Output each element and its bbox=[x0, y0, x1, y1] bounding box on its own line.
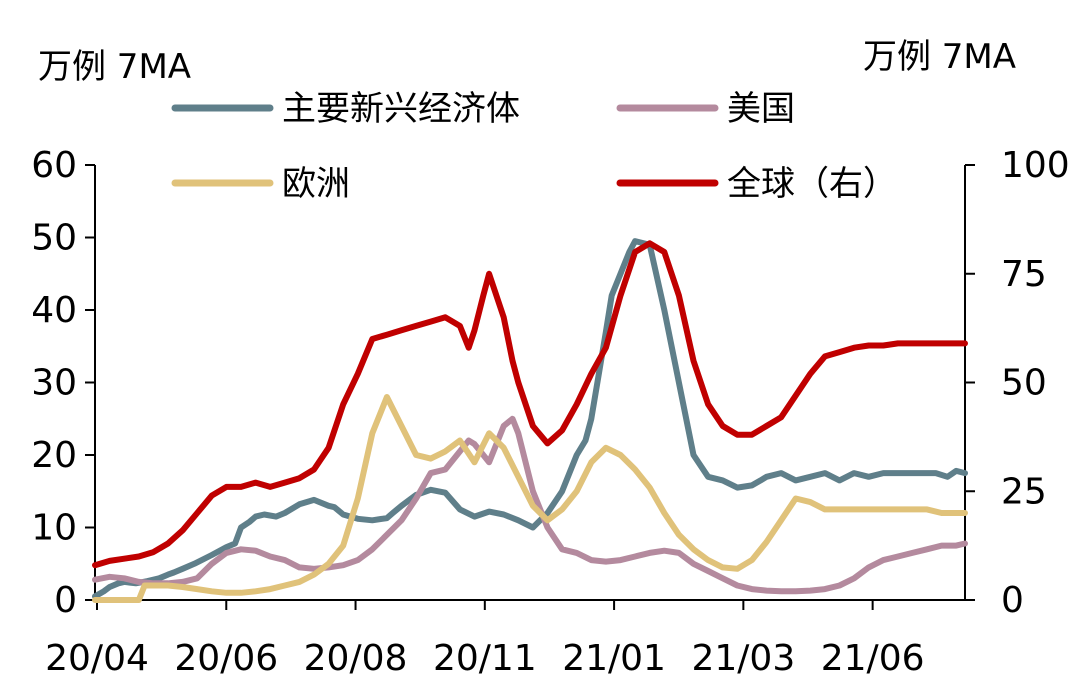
x-tick-label: 21/06 bbox=[821, 638, 925, 679]
x-axis-ticks: 20/04 20/06 20/08 20/11 21/01 21/03 21/06 bbox=[45, 600, 925, 679]
right-tick-label: 0 bbox=[1001, 580, 1024, 621]
x-tick-label: 20/08 bbox=[304, 638, 408, 679]
legend-item-1: 美国 bbox=[616, 89, 795, 129]
left-axis-unit: 万例 7MA bbox=[38, 47, 191, 87]
left-tick-label: 40 bbox=[31, 290, 77, 331]
legend-item-2: 欧洲 bbox=[171, 164, 350, 204]
right-tick-label: 25 bbox=[1001, 471, 1047, 512]
right-axis-ticks: 0 25 50 75 100 bbox=[965, 145, 1070, 621]
right-axis-unit: 万例 7MA bbox=[863, 37, 1016, 77]
legend-label: 主要新兴经济体 bbox=[282, 89, 520, 129]
series-line-0 bbox=[92, 238, 968, 600]
left-tick-label: 50 bbox=[31, 218, 77, 259]
x-tick-label: 20/11 bbox=[433, 638, 537, 679]
right-tick-label: 100 bbox=[1001, 145, 1070, 186]
left-tick-label: 0 bbox=[54, 580, 77, 621]
x-tick-label: 21/01 bbox=[562, 638, 666, 679]
right-tick-label: 75 bbox=[1001, 254, 1047, 295]
legend-label: 欧洲 bbox=[282, 164, 350, 204]
right-tick-label: 50 bbox=[1001, 363, 1047, 404]
legend-label: 美国 bbox=[727, 89, 795, 129]
left-tick-label: 20 bbox=[31, 435, 77, 476]
series-line-1 bbox=[92, 415, 968, 595]
left-tick-label: 10 bbox=[31, 508, 77, 549]
legend-label: 全球（右） bbox=[727, 164, 897, 204]
series-line-2 bbox=[92, 394, 968, 603]
x-tick-label: 21/03 bbox=[691, 638, 795, 679]
x-tick-label: 20/06 bbox=[174, 638, 278, 679]
series-line-3 bbox=[92, 240, 968, 569]
legend-item-0: 主要新兴经济体 bbox=[171, 89, 520, 129]
left-tick-label: 60 bbox=[31, 145, 77, 186]
left-axis-ticks: 0 10 20 30 40 50 60 bbox=[31, 145, 95, 621]
series-layer bbox=[92, 238, 968, 603]
legend-item-3: 全球（右） bbox=[616, 164, 897, 204]
x-tick-label: 20/04 bbox=[45, 638, 149, 679]
left-tick-label: 30 bbox=[31, 363, 77, 404]
